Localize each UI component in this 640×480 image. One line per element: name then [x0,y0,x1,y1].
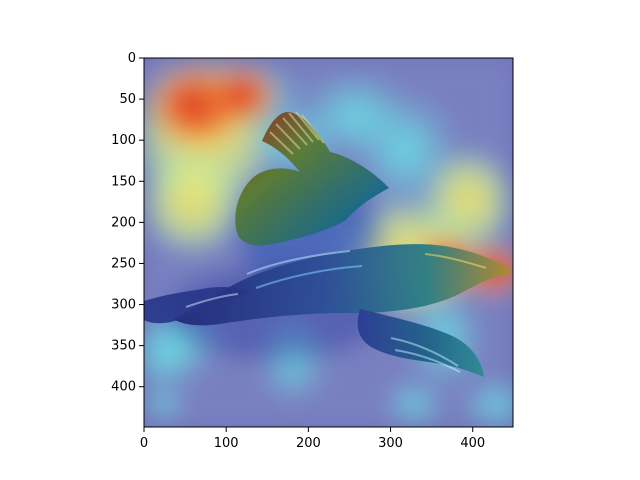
x-tick-label: 300 [378,436,403,451]
y-tick-label: 400 [111,380,136,395]
y-tick-label: 50 [119,92,136,107]
plot-frame [143,57,514,428]
x-tick-label: 100 [214,436,239,451]
y-tick-label: 200 [111,215,136,230]
x-tick-label: 400 [460,436,485,451]
y-tick-label: 350 [111,339,136,354]
y-tick-label: 250 [111,256,136,271]
bird-silhouette [144,111,511,377]
y-tick-label: 300 [111,298,136,313]
heatmap-image [144,58,513,427]
y-tick-label: 0 [128,51,136,66]
y-axis: 0 50 100 150 200 250 300 350 400 [111,51,144,395]
x-axis: 0 100 200 300 400 [140,427,485,451]
x-tick-label: 200 [296,436,321,451]
y-tick-label: 150 [111,174,136,189]
x-tick-label: 0 [140,436,148,451]
y-tick-label: 100 [111,133,136,148]
